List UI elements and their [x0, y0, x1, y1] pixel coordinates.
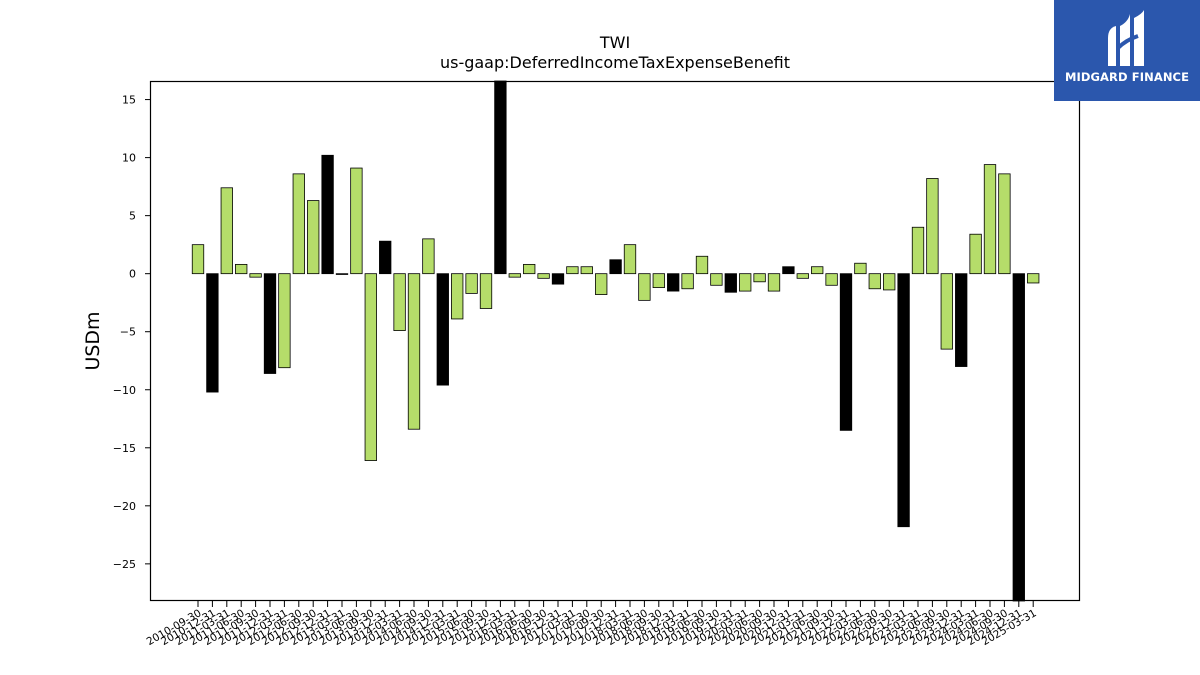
bar-2013-09-30: [364, 273, 377, 461]
y-tick-label: −5: [120, 326, 136, 339]
bar-2011-03-31: [220, 187, 233, 275]
bar-2023-06-30: [926, 178, 939, 275]
bar-2012-09-30: [307, 200, 320, 275]
bar-2012-03-31: [278, 273, 291, 369]
bar-2022-03-31: [854, 262, 867, 275]
y-tick-label: −10: [113, 384, 136, 397]
bar-2012-12-31: [321, 154, 334, 275]
bar-2014-12-31: [436, 273, 449, 386]
bar-2010-09-30: [191, 244, 205, 275]
bar-2023-12-31: [955, 273, 968, 367]
bar-2015-12-31: [494, 80, 507, 275]
y-axis-label: USDm: [82, 311, 104, 370]
x-axis: 2010-09-302010-12-312011-03-312011-06-30…: [145, 601, 1039, 648]
bar-2020-06-30: [753, 273, 766, 283]
bar-2018-12-31: [667, 273, 680, 292]
chart-subtitle: us-gaap:DeferredIncomeTaxExpenseBenefit: [440, 53, 790, 72]
bar-2012-06-30: [292, 173, 305, 275]
bar-series: [191, 80, 1040, 602]
bar-2017-12-31: [609, 259, 622, 275]
bar-2013-12-31: [379, 240, 392, 275]
bar-2018-06-30: [638, 273, 651, 301]
y-tick-label: 0: [129, 268, 136, 281]
bar-2016-03-31: [508, 273, 521, 278]
y-tick-label: −15: [113, 442, 136, 455]
y-tick-label: −25: [113, 558, 136, 571]
bar-2018-09-30: [652, 273, 665, 289]
bar-2019-06-30: [695, 255, 709, 275]
bar-2014-09-30: [422, 238, 435, 275]
bar-2024-06-30: [983, 164, 997, 275]
bar-2013-03-31: [335, 273, 349, 275]
y-tick-label: 5: [129, 210, 136, 223]
logo-text: MIDGARD FINANCE: [1064, 70, 1190, 84]
chart-title: TWI: [599, 33, 630, 52]
bar-2017-03-31: [566, 266, 579, 275]
bar-2024-03-31: [969, 233, 982, 275]
bar-2021-09-30: [825, 273, 838, 286]
bar-2010-12-31: [206, 273, 219, 393]
bar-2011-12-31: [263, 273, 277, 374]
bar-2021-03-31: [796, 273, 809, 279]
bar-2016-06-30: [523, 263, 536, 275]
bar-2013-06-30: [350, 167, 363, 275]
bar-2015-03-31: [451, 273, 464, 320]
midgard-finance-logo: MIDGARD FINANCE: [1054, 0, 1200, 101]
bar-2015-06-30: [465, 273, 478, 294]
bar-2020-09-30: [767, 273, 781, 292]
bar-2024-12-31: [1012, 273, 1025, 602]
midgard-m-logo-icon: [1108, 10, 1144, 66]
y-tick-label: −20: [113, 500, 136, 513]
plot-frame: [149, 80, 1081, 602]
bar-2014-03-31: [393, 273, 406, 331]
bar-2022-06-30: [868, 273, 881, 290]
bar-2020-12-31: [782, 266, 795, 275]
bar-2018-03-31: [623, 244, 637, 275]
bar-2014-06-30: [407, 273, 421, 430]
bar-2023-03-31: [911, 226, 925, 275]
bar-2011-06-30: [235, 263, 248, 275]
bar-2022-09-30: [883, 273, 896, 291]
bar-2017-06-30: [580, 266, 593, 275]
bar-2019-09-30: [710, 273, 723, 286]
y-tick-label: 15: [122, 94, 136, 107]
bar-2016-09-30: [537, 273, 550, 279]
bar-2017-09-30: [595, 273, 608, 295]
bar-2016-12-31: [551, 273, 565, 285]
bar-2019-03-31: [681, 273, 694, 290]
bar-2023-09-30: [940, 273, 953, 350]
bar-2022-12-31: [897, 273, 910, 528]
y-axis: 15 10 5 0 −5 −10 −15 −20 −25: [113, 94, 150, 571]
bar-2025-03-31: [1027, 273, 1040, 284]
y-tick-label: 10: [122, 152, 136, 165]
bar-2011-09-30: [249, 273, 262, 278]
bar-2024-09-30: [998, 173, 1011, 275]
bar-2021-12-31: [839, 273, 853, 431]
bar-2021-06-30: [811, 266, 824, 275]
bar-2015-09-30: [479, 273, 493, 309]
bar-2020-03-31: [739, 273, 752, 292]
bar-2019-12-31: [724, 273, 737, 293]
